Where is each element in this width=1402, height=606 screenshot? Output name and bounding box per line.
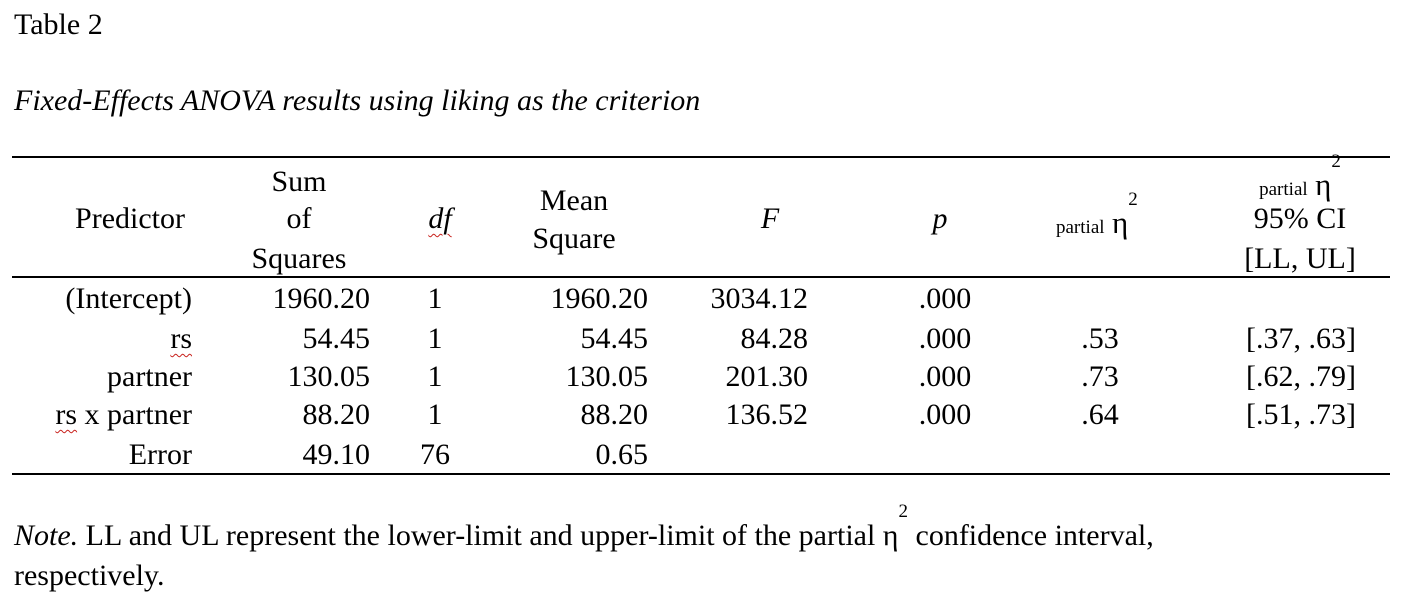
header-p: p: [932, 202, 948, 235]
cell-ms: 88.20: [580, 398, 649, 431]
cell-f: 201.30: [725, 360, 809, 393]
cell-ci: [.37, .63]: [1246, 322, 1356, 355]
cell-ms: 54.45: [580, 322, 649, 355]
cell-predictor: (Intercept): [65, 282, 192, 315]
header-df: df: [428, 202, 452, 235]
cell-predictor: Error: [128, 438, 192, 471]
table-label: Table 2: [14, 8, 103, 41]
header-ci-line1: partial η2: [1259, 151, 1341, 202]
cell-ci: [.62, .79]: [1246, 360, 1356, 393]
cell-eta: .64: [1081, 398, 1119, 431]
header-ms-line2: Square: [532, 222, 616, 255]
bottom-rule: [12, 473, 1390, 475]
cell-df: 76: [420, 438, 450, 471]
header-f: F: [760, 202, 780, 235]
note-text-cont: confidence interval,: [908, 519, 1154, 552]
note-text: LL and UL represent the lower-limit and …: [78, 519, 899, 552]
header-ci-line3: [LL, UL]: [1244, 242, 1356, 275]
cell-f: 84.28: [740, 322, 809, 355]
cell-df: 1: [427, 360, 443, 393]
note-sup: 2: [898, 501, 909, 522]
cell-ss: 130.05: [287, 360, 371, 393]
cell-f: 3034.12: [710, 282, 809, 315]
cell-ci: [.51, .73]: [1246, 398, 1356, 431]
header-ss-line2: of: [286, 202, 312, 235]
cell-p: .000: [918, 322, 972, 355]
cell-df: 1: [427, 322, 443, 355]
cell-f: 136.52: [725, 398, 809, 431]
cell-ss: 88.20: [302, 398, 371, 431]
cell-eta: .73: [1081, 360, 1119, 393]
cell-p: .000: [918, 398, 972, 431]
header-rule: [12, 276, 1390, 278]
cell-ss: 54.45: [302, 322, 371, 355]
header-ms-line1: Mean: [539, 184, 609, 217]
cell-ms: 130.05: [565, 360, 649, 393]
cell-eta: .53: [1081, 322, 1119, 355]
cell-ss: 1960.20: [272, 282, 371, 315]
note-label: Note.: [14, 519, 79, 552]
header-ss-line1: Sum: [271, 165, 327, 198]
cell-p: .000: [918, 360, 972, 393]
cell-predictor: rs x partner: [55, 398, 192, 431]
top-rule: [12, 156, 1390, 158]
table-note: Note. LL and UL represent the lower-limi…: [14, 502, 1384, 596]
cell-predictor: rs: [170, 322, 192, 355]
header-partial-eta: partial η2: [1056, 189, 1138, 240]
cell-ss: 49.10: [302, 438, 371, 471]
cell-predictor: partner: [107, 360, 192, 393]
cell-ms: 0.65: [595, 438, 649, 471]
table-title: Fixed-Effects ANOVA results using liking…: [14, 84, 701, 117]
header-ss-line3: Squares: [251, 242, 347, 275]
cell-ms: 1960.20: [550, 282, 649, 315]
cell-df: 1: [427, 282, 443, 315]
cell-df: 1: [427, 398, 443, 431]
cell-p: .000: [918, 282, 972, 315]
note-text-end: respectively.: [14, 559, 165, 592]
header-ci-line2: 95% CI: [1253, 202, 1347, 235]
header-predictor: Predictor: [75, 202, 185, 235]
